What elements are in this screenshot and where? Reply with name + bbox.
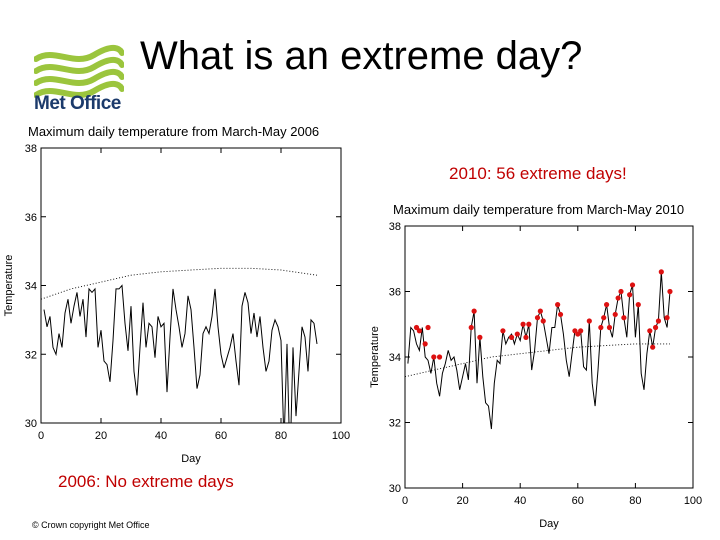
extreme-day-point <box>416 328 422 334</box>
extreme-day-point <box>471 308 477 314</box>
met-office-logo-text: Met Office <box>34 93 121 114</box>
extreme-day-point <box>557 311 564 318</box>
extreme-day-point <box>520 321 526 327</box>
y-tick-label: 34 <box>389 352 401 364</box>
y-tick-label: 32 <box>389 418 401 430</box>
chart-title-2010: Maximum daily temperature from March-May… <box>393 202 684 217</box>
extreme-day-point <box>586 318 592 324</box>
x-tick-label: 40 <box>514 495 526 507</box>
extreme-day-point <box>606 324 613 331</box>
extreme-day-point <box>425 324 431 331</box>
extreme-day-point <box>667 288 673 295</box>
extreme-day-point <box>526 321 532 327</box>
x-tick-label: 100 <box>684 495 702 507</box>
extreme-day-point <box>601 315 607 321</box>
extreme-day-point <box>615 295 621 301</box>
note-2010: 2010: 56 extreme days! <box>449 164 627 183</box>
chart-title-2006: Maximum daily temperature from March-May… <box>28 124 319 139</box>
extreme-day-point <box>436 354 443 360</box>
x-tick-label: 0 <box>402 495 408 507</box>
extreme-day-point <box>500 328 506 334</box>
x-axis-label-2010: Day <box>539 518 559 530</box>
extreme-day-point <box>647 328 653 334</box>
chart-2010: Maximum daily temperature from March-May… <box>369 202 702 530</box>
extreme-day-point <box>627 292 633 298</box>
extreme-day-point <box>629 282 636 288</box>
extreme-day-point <box>621 315 627 321</box>
extreme-day-point <box>431 354 437 360</box>
x-tick-label: 80 <box>629 495 641 507</box>
extreme-day-point <box>612 311 618 318</box>
extreme-day-point <box>514 331 520 337</box>
threshold-line-2006 <box>41 267 318 300</box>
x-tick-label: 0 <box>38 430 44 442</box>
extreme-day-point <box>468 324 474 331</box>
extreme-day-point <box>422 341 428 347</box>
extreme-day-point <box>652 324 659 331</box>
extreme-day-point <box>477 334 483 340</box>
x-tick-label: 40 <box>155 430 167 442</box>
extreme-day-point <box>508 334 515 340</box>
y-tick-label: 38 <box>389 221 401 233</box>
y-tick-label: 36 <box>25 212 37 224</box>
extreme-day-point <box>655 318 662 324</box>
extreme-day-point <box>537 308 543 314</box>
extreme-day-point <box>578 328 584 334</box>
extreme-day-point <box>598 324 604 331</box>
x-tick-label: 60 <box>215 430 227 442</box>
temperature-line-2010 <box>407 271 671 430</box>
y-tick-label: 38 <box>25 143 37 155</box>
y-tick-label: 34 <box>25 281 37 293</box>
extreme-day-point <box>658 269 664 275</box>
note-2006: 2006: No extreme days <box>58 472 234 491</box>
plot-frame-2010 <box>404 225 694 489</box>
x-tick-label: 60 <box>572 495 584 507</box>
extreme-day-point <box>523 334 529 340</box>
plot-frame-2006 <box>40 147 342 424</box>
y-tick-label: 30 <box>25 418 37 430</box>
extreme-day-point <box>664 315 670 321</box>
x-tick-label: 20 <box>95 430 107 442</box>
temperature-line-2006 <box>43 284 318 423</box>
extreme-day-point <box>555 302 561 308</box>
y-axis-label-2010: Temperature <box>369 326 381 388</box>
chart-2006: Maximum daily temperature from March-May… <box>3 124 350 465</box>
met-office-logo-waves <box>34 45 124 98</box>
x-tick-label: 80 <box>275 430 287 442</box>
extreme-day-point <box>534 315 541 321</box>
copyright-text: © Crown copyright Met Office <box>32 520 150 530</box>
extreme-day-point <box>635 302 641 308</box>
extreme-day-point <box>604 302 610 308</box>
extreme-day-point <box>540 318 546 324</box>
x-axis-label-2006: Day <box>181 453 201 465</box>
y-tick-label: 32 <box>25 349 37 361</box>
y-tick-label: 36 <box>389 287 401 299</box>
y-tick-label: 30 <box>389 483 401 495</box>
threshold-line-2010 <box>405 343 670 378</box>
slide-title: What is an extreme day? <box>140 34 583 78</box>
extreme-day-point <box>618 288 624 295</box>
y-axis-label-2006: Temperature <box>3 255 15 317</box>
x-tick-label: 20 <box>456 495 468 507</box>
extreme-day-point <box>650 344 656 350</box>
x-tick-label: 100 <box>332 430 350 442</box>
